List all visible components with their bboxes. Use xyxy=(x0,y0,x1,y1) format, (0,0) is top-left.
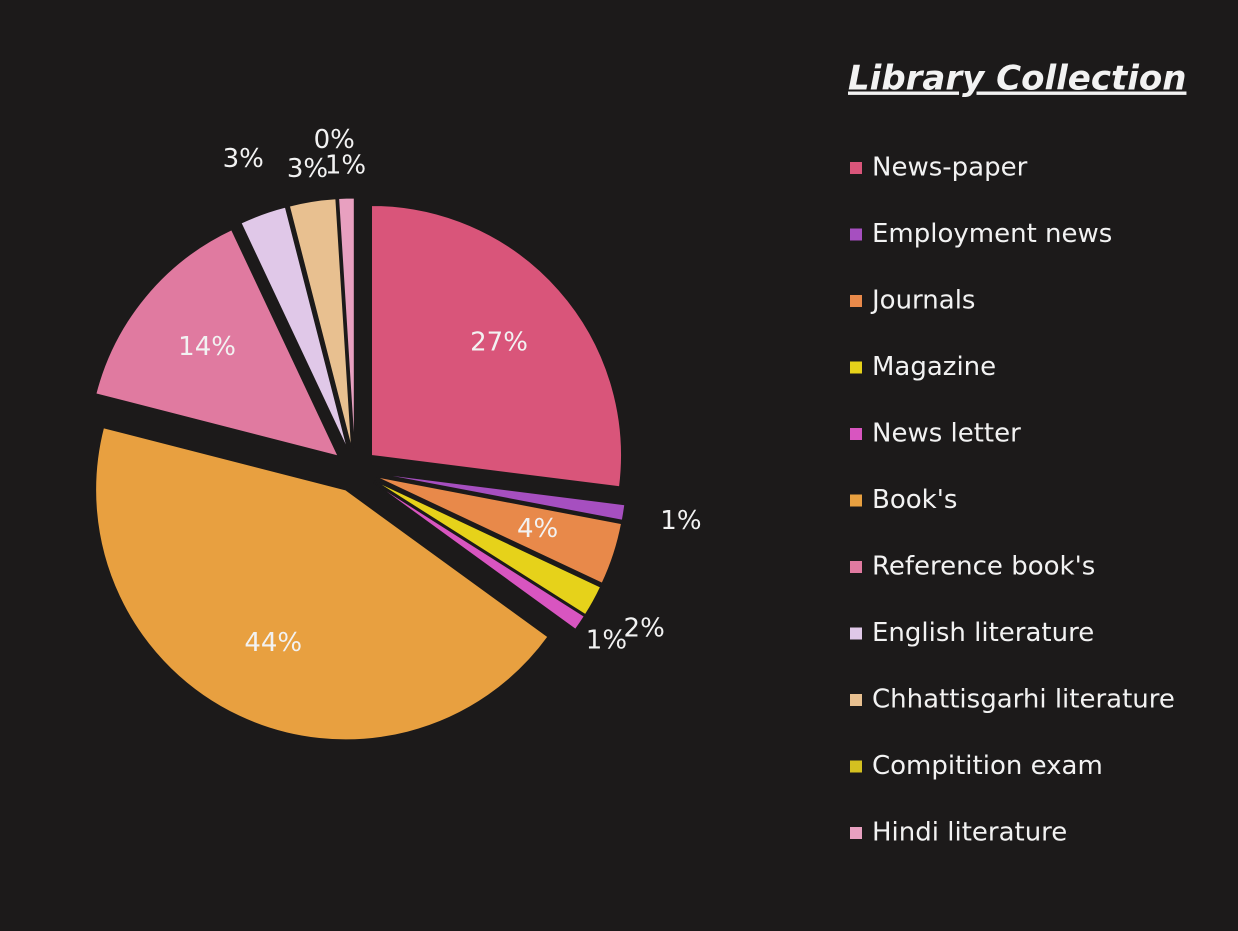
legend-swatch xyxy=(850,162,862,174)
slice-label: 44% xyxy=(244,628,302,658)
legend-label: Hindi literature xyxy=(872,818,1067,848)
legend-swatch xyxy=(850,362,862,374)
legend-swatch xyxy=(850,229,862,241)
chart: Library Collection 27%1%4%2%1%44%14%3%3%… xyxy=(0,0,1238,931)
legend-label: Magazine xyxy=(872,352,996,382)
slice-label: 1% xyxy=(586,625,627,655)
legend-label: Reference book's xyxy=(872,552,1095,582)
legend-label: News-paper xyxy=(872,153,1028,183)
legend-label: Book's xyxy=(872,485,957,515)
page: Library Collection 27%1%4%2%1%44%14%3%3%… xyxy=(0,0,1238,931)
legend-label: Compitition exam xyxy=(872,751,1103,781)
slice-label: 14% xyxy=(178,332,236,362)
slice-label: 3% xyxy=(287,154,328,184)
legend-swatch xyxy=(850,694,862,706)
slice-label: 4% xyxy=(517,514,558,544)
slice-label: 2% xyxy=(624,613,665,643)
legend-swatch xyxy=(850,561,862,573)
legend-swatch xyxy=(850,761,862,773)
legend-label: Employment news xyxy=(872,219,1112,249)
slice-label: 3% xyxy=(223,144,264,174)
slice-label: 1% xyxy=(660,506,701,536)
legend-swatch xyxy=(850,428,862,440)
slice-label: 1% xyxy=(325,151,366,181)
legend-label: News letter xyxy=(872,419,1021,449)
slice-label: 27% xyxy=(470,328,528,358)
legend-swatch xyxy=(850,827,862,839)
legend-label: Journals xyxy=(870,286,975,316)
legend-label: Chhattisgarhi literature xyxy=(872,685,1175,715)
legend-label: English literature xyxy=(872,618,1094,648)
legend-swatch xyxy=(850,495,862,507)
legend-swatch xyxy=(850,628,862,640)
chart-title: Library Collection xyxy=(848,59,1186,99)
legend-swatch xyxy=(850,295,862,307)
